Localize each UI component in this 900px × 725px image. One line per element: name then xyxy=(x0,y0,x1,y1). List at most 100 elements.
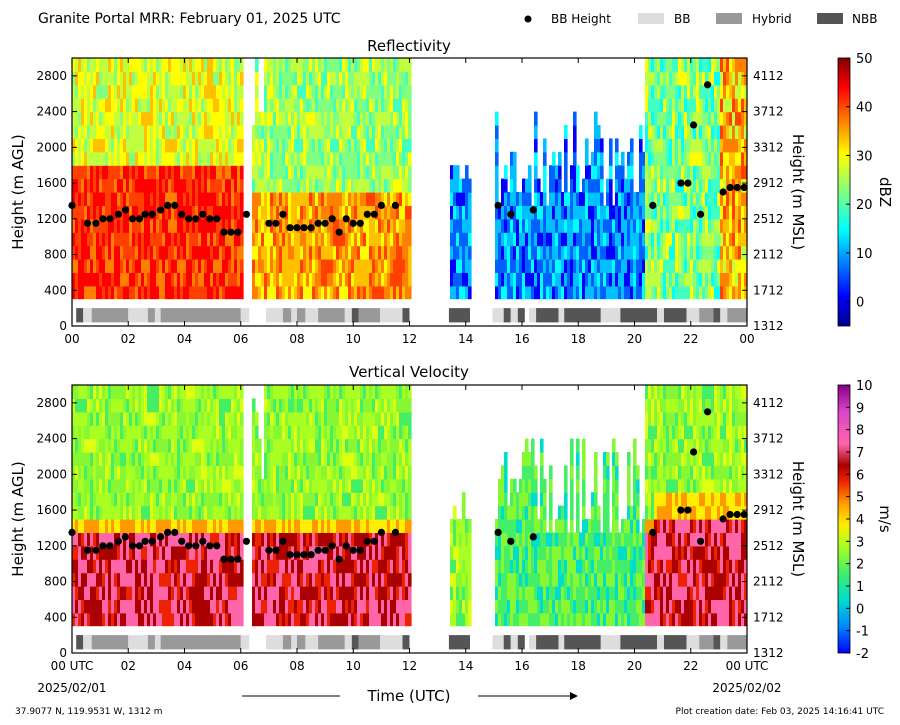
heatmap-cell xyxy=(330,98,334,113)
heatmap-cell xyxy=(573,178,577,193)
heatmap-cell xyxy=(735,98,739,113)
heatmap-cell xyxy=(540,205,544,220)
heatmap-cell xyxy=(321,285,325,300)
heatmap-cell xyxy=(693,178,697,193)
heatmap-cell xyxy=(114,452,118,466)
heatmap-cell xyxy=(105,178,109,193)
heatmap-cell xyxy=(84,385,88,399)
heatmap-cell xyxy=(225,125,229,139)
heatmap-cell xyxy=(369,71,373,86)
heatmap-cell xyxy=(120,586,124,600)
heatmap-cell xyxy=(315,58,319,72)
heatmap-cell xyxy=(123,505,127,520)
heatmap-cell xyxy=(102,272,106,287)
heatmap-cell xyxy=(309,532,313,547)
heatmap-cell xyxy=(150,545,154,560)
heatmap-cell xyxy=(153,586,157,600)
heatmap-cell xyxy=(84,178,88,193)
heatmap-cell xyxy=(291,411,295,426)
heatmap-cell xyxy=(228,205,232,220)
heatmap-cell xyxy=(549,285,553,300)
heatmap-cell xyxy=(333,505,337,520)
heatmap-cell xyxy=(192,259,196,273)
heatmap-cell xyxy=(156,385,160,399)
heatmap-cell xyxy=(402,272,406,287)
heatmap-cell xyxy=(171,151,175,166)
heatmap-cell xyxy=(666,111,670,126)
heatmap-cell xyxy=(123,138,127,153)
heatmap-cell xyxy=(264,545,268,560)
heatmap-cell xyxy=(330,572,334,587)
heatmap-cell xyxy=(72,492,76,507)
heatmap-cell xyxy=(228,285,232,300)
heatmap-cell xyxy=(351,385,355,399)
heatmap-cell xyxy=(96,559,100,574)
heatmap-cell xyxy=(390,71,394,86)
heatmap-cell xyxy=(591,205,595,220)
heatmap-cell xyxy=(282,192,286,206)
heatmap-cell xyxy=(123,165,127,180)
heatmap-cell xyxy=(234,559,238,574)
heatmap-cell xyxy=(174,452,178,466)
heatmap-cell xyxy=(609,232,613,247)
heatmap-cell xyxy=(693,58,697,72)
heatmap-cell xyxy=(186,98,190,113)
heatmap-cell xyxy=(186,285,190,300)
heatmap-cell xyxy=(309,572,313,587)
heatmap-cell xyxy=(264,125,268,139)
heatmap-cell xyxy=(633,192,637,206)
bb-height-point xyxy=(185,215,193,223)
heatmap-cell xyxy=(258,151,262,166)
heatmap-cell xyxy=(192,205,196,220)
heatmap-cell xyxy=(639,272,643,287)
heatmap-cell xyxy=(612,245,616,260)
heatmap-cell xyxy=(576,178,580,193)
heatmap-cell xyxy=(270,192,274,206)
heatmap-cell xyxy=(654,98,658,113)
heatmap-cell xyxy=(75,272,79,287)
heatmap-cell xyxy=(159,492,163,507)
heatmap-cell xyxy=(354,385,358,399)
heatmap-cell xyxy=(330,519,334,533)
heatmap-cell xyxy=(267,599,271,614)
heatmap-cell xyxy=(288,259,292,273)
heatmap-cell xyxy=(354,519,358,533)
heatmap-cell xyxy=(399,58,403,72)
heatmap-cell xyxy=(99,398,103,413)
heatmap-cell xyxy=(129,465,133,480)
heatmap-cell xyxy=(213,58,217,72)
heatmap-cell xyxy=(111,452,115,466)
heatmap-cell xyxy=(300,478,304,493)
heatmap-cell xyxy=(219,178,223,193)
heatmap-cell xyxy=(672,285,676,300)
velocity-panel: Vertical Velocity 00 UTC 02 04 06 08 10 12 14 16… xyxy=(9,363,894,673)
heatmap-cell xyxy=(354,125,358,139)
heatmap-cell xyxy=(714,125,718,139)
heatmap-cell xyxy=(336,205,340,220)
heatmap-cell xyxy=(453,285,457,300)
heatmap-cell xyxy=(231,205,235,220)
heatmap-cell xyxy=(75,58,79,72)
heatmap-cell xyxy=(162,532,166,547)
heatmap-cell xyxy=(102,519,106,533)
heatmap-cell xyxy=(282,259,286,273)
heatmap-cell xyxy=(318,411,322,426)
heatmap-cell xyxy=(330,478,334,493)
heatmap-cell xyxy=(657,84,661,99)
heatmap-cell xyxy=(351,572,355,587)
heatmap-cell xyxy=(345,532,349,547)
heatmap-cell xyxy=(252,138,256,153)
heatmap-cell xyxy=(192,192,196,206)
bb-height-point xyxy=(733,183,741,192)
heatmap-cell xyxy=(327,452,331,466)
bb-height-point xyxy=(363,210,371,218)
heatmap-cell xyxy=(129,545,133,560)
heatmap-cell xyxy=(408,218,412,233)
heatmap-cell xyxy=(165,452,169,466)
heatmap-cell xyxy=(354,71,358,86)
heatmap-cell xyxy=(324,559,328,574)
heatmap-cell xyxy=(294,478,298,493)
heatmap-cell xyxy=(339,478,343,493)
heatmap-cell xyxy=(75,586,79,600)
heatmap-cell xyxy=(105,71,109,86)
